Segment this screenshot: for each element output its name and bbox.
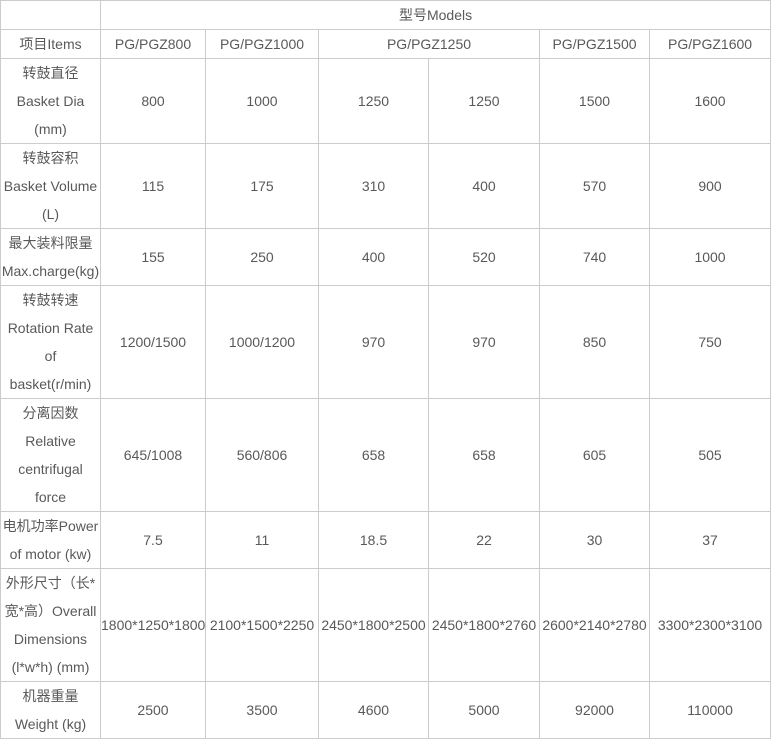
value-cell: 1600 xyxy=(648,58,771,144)
items-header: 项目Items xyxy=(0,29,101,59)
value-cell: 310 xyxy=(318,143,429,229)
corner-cell xyxy=(0,0,101,30)
value-cell: 3300*2300*3100 xyxy=(648,568,771,682)
value-cell: 18.5 xyxy=(318,511,429,569)
table-row: 转鼓直径 Basket Dia (mm) 800 1000 1250 1250 1500 1… xyxy=(0,58,771,144)
row-label: 转鼓容积 Basket Volume (L) xyxy=(0,143,101,229)
value-cell: 5000 xyxy=(428,681,540,739)
value-cell: 605 xyxy=(539,398,650,512)
column-header-pgz1250: PG/PGZ1250 xyxy=(318,29,540,59)
value-cell: 800 xyxy=(100,58,206,144)
row-label: 外形尺寸（长* 宽*高）Overall Dimensions (l*w*h) (… xyxy=(0,568,101,682)
value-cell: 7.5 xyxy=(100,511,206,569)
value-cell: 155 xyxy=(100,228,206,286)
value-cell: 1800*1250*1800 xyxy=(100,568,206,682)
table-row: 电机功率Power of motor (kw) 7.5 11 18.5 22 30 37 xyxy=(0,511,771,569)
column-header-pgz1000: PG/PGZ1000 xyxy=(205,29,319,59)
value-cell: 1250 xyxy=(428,58,540,144)
value-cell: 658 xyxy=(318,398,429,512)
table-row: 转鼓转速 Rotation Rate of basket(r/min) 1200/… xyxy=(0,285,771,399)
table-row: 最大装料限量 Max.charge(kg) 155 250 400 520 740 1000 xyxy=(0,228,771,286)
value-cell: 1200/1500 xyxy=(100,285,206,399)
value-cell: 560/806 xyxy=(205,398,319,512)
row-label: 最大装料限量 Max.charge(kg) xyxy=(0,228,101,286)
column-header-row: 项目Items PG/PGZ800 PG/PGZ1000 PG/PGZ1250 … xyxy=(0,29,771,59)
value-cell: 1000 xyxy=(648,228,771,286)
value-cell: 1500 xyxy=(539,58,650,144)
value-cell: 30 xyxy=(539,511,650,569)
column-header-pgz1600: PG/PGZ1600 xyxy=(648,29,771,59)
value-cell: 400 xyxy=(428,143,540,229)
value-cell: 2450*1800*2500 xyxy=(318,568,429,682)
row-label: 机器重量 Weight (kg) xyxy=(0,681,101,739)
value-cell: 22 xyxy=(428,511,540,569)
value-cell: 92000 xyxy=(539,681,650,739)
value-cell: 2450*1800*2760 xyxy=(428,568,540,682)
value-cell: 2500 xyxy=(100,681,206,739)
value-cell: 750 xyxy=(648,285,771,399)
value-cell: 11 xyxy=(205,511,319,569)
table-row: 转鼓容积 Basket Volume (L) 115 175 310 400 570 900 xyxy=(0,143,771,229)
row-label: 转鼓转速 Rotation Rate of basket(r/min) xyxy=(0,285,101,399)
table-row: 机器重量 Weight (kg) 2500 3500 4600 5000 92000 110… xyxy=(0,681,771,739)
column-header-pgz800: PG/PGZ800 xyxy=(100,29,206,59)
value-cell: 658 xyxy=(428,398,540,512)
value-cell: 4600 xyxy=(318,681,429,739)
value-cell: 1250 xyxy=(318,58,429,144)
value-cell: 3500 xyxy=(205,681,319,739)
value-cell: 115 xyxy=(100,143,206,229)
value-cell: 505 xyxy=(648,398,771,512)
value-cell: 900 xyxy=(648,143,771,229)
value-cell: 175 xyxy=(205,143,319,229)
value-cell: 970 xyxy=(318,285,429,399)
value-cell: 1000 xyxy=(205,58,319,144)
value-cell: 250 xyxy=(205,228,319,286)
value-cell: 850 xyxy=(539,285,650,399)
value-cell: 2600*2140*2780 xyxy=(539,568,650,682)
models-header: 型号Models xyxy=(99,0,771,30)
value-cell: 2100*1500*2250 xyxy=(205,568,319,682)
row-label: 转鼓直径 Basket Dia (mm) xyxy=(0,58,101,144)
value-cell: 570 xyxy=(539,143,650,229)
row-label: 分离因数 Relative centrifugal force xyxy=(0,398,101,512)
models-header-row: 型号Models xyxy=(0,0,771,30)
table-row: 分离因数 Relative centrifugal force 645/1008 5… xyxy=(0,398,771,512)
value-cell: 740 xyxy=(539,228,650,286)
row-label: 电机功率Power of motor (kw) xyxy=(0,511,101,569)
value-cell: 520 xyxy=(428,228,540,286)
column-header-pgz1500: PG/PGZ1500 xyxy=(539,29,650,59)
table-row: 外形尺寸（长* 宽*高）Overall Dimensions (l*w*h) (… xyxy=(0,568,771,682)
value-cell: 1000/1200 xyxy=(205,285,319,399)
value-cell: 400 xyxy=(318,228,429,286)
value-cell: 110000 xyxy=(648,681,771,739)
value-cell: 37 xyxy=(648,511,771,569)
value-cell: 970 xyxy=(428,285,540,399)
value-cell: 645/1008 xyxy=(100,398,206,512)
